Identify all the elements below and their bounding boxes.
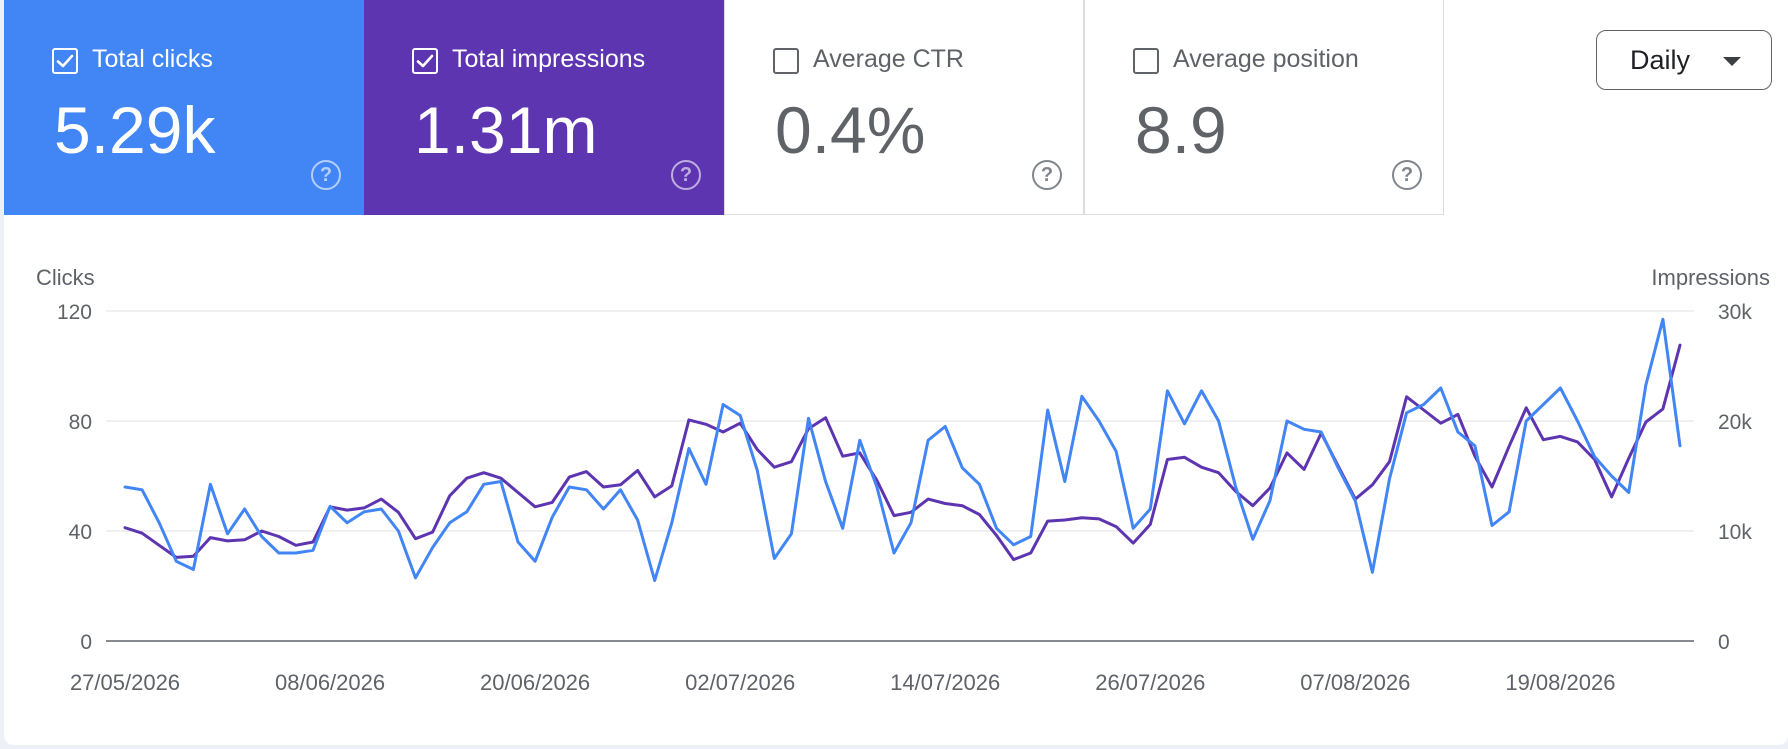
help-circle-icon[interactable]: ? [1032,160,1062,190]
total-impressions-value: 1.31m [414,93,598,167]
checkbox-icon[interactable] [1133,48,1159,74]
performance-panel: Total clicks 5.29k ? Total impressions 1… [4,0,1788,745]
date-granularity-dropdown[interactable]: Daily [1596,30,1772,90]
x-tick-label: 14/07/2026 [890,670,1000,695]
right-tick-label: 20k [1718,411,1752,434]
help-circle-icon[interactable]: ? [311,160,341,190]
total-impressions-card[interactable]: Total impressions 1.31m ? [364,0,724,215]
help-circle-icon[interactable]: ? [671,160,701,190]
total-impressions-label: Total impressions [452,45,646,73]
x-tick-label: 26/07/2026 [1095,670,1205,695]
right-tick-label: 10k [1718,521,1752,544]
caret-down-icon [1723,57,1741,66]
left-tick-label: 80 [69,411,92,434]
left-tick-label: 40 [69,521,92,544]
average-position-value: 8.9 [1135,93,1227,167]
x-tick-label: 02/07/2026 [685,670,795,695]
checkbox-icon[interactable] [773,48,799,74]
x-tick-label: 20/06/2026 [480,670,590,695]
total-clicks-label: Total clicks [92,45,213,73]
impressions-series-line [123,343,1682,562]
x-tick-label: 07/08/2026 [1300,670,1410,695]
average-position-label: Average position [1173,45,1359,73]
average-ctr-label: Average CTR [813,45,964,73]
left-axis-title: Clicks [36,265,95,290]
left-tick-label: 120 [57,301,92,324]
dropdown-label: Daily [1630,45,1691,75]
average-position-card[interactable]: Average position 8.9 ? [1084,0,1444,215]
checkmark-icon [416,54,434,68]
left-tick-label: 0 [80,631,92,654]
performance-chart: Clicks Impressions 0 0 40 10k 80 20k 120 30k 27/05… [36,265,1770,695]
checkbox-icon[interactable] [52,48,78,74]
checkbox-icon[interactable] [412,48,438,74]
axes: Clicks Impressions 0 0 40 10k 80 20k 120 30k 27/05… [36,265,1770,695]
total-clicks-value: 5.29k [54,93,216,167]
help-circle-icon[interactable]: ? [1392,160,1422,190]
x-tick-label: 19/08/2026 [1505,670,1615,695]
clicks-series-line [123,317,1682,582]
right-axis-title: Impressions [1651,265,1770,290]
total-clicks-card[interactable]: Total clicks 5.29k ? [4,0,364,215]
average-ctr-card[interactable]: Average CTR 0.4% ? [724,0,1084,215]
average-ctr-value: 0.4% [775,93,926,167]
x-tick-label: 27/05/2026 [70,670,180,695]
series [123,317,1682,582]
checkmark-icon [56,54,74,68]
x-tick-label: 08/06/2026 [275,670,385,695]
right-tick-label: 30k [1718,301,1752,324]
right-tick-label: 0 [1718,631,1730,654]
grid [106,310,1694,642]
